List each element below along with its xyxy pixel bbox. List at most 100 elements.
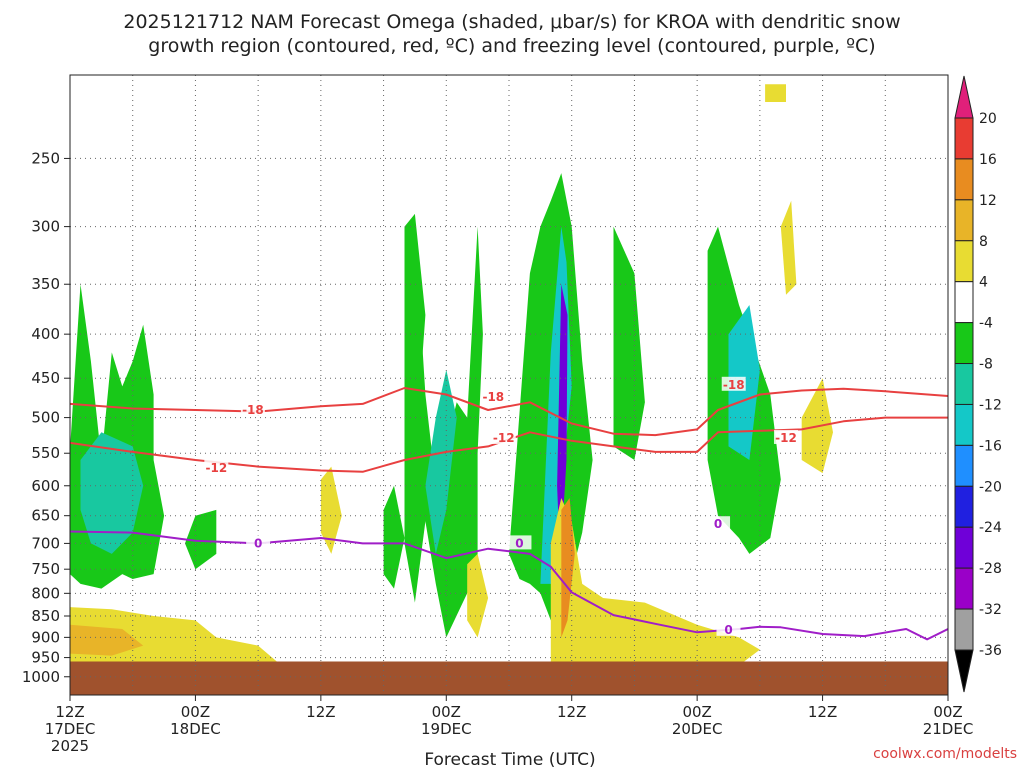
omega-region-storm-max bbox=[557, 284, 568, 565]
colorbar-box-1 bbox=[954, 158, 974, 201]
omega-region-night-upward bbox=[404, 226, 483, 638]
x-axis-title: Forecast Time (UTC) bbox=[424, 750, 595, 768]
y-tick-label-900: 900 bbox=[31, 628, 60, 646]
colorbar-box-2 bbox=[954, 199, 974, 242]
contour-line-1 bbox=[70, 416, 948, 473]
y-tick-label-450: 450 bbox=[31, 369, 60, 387]
contour-label-bg-6 bbox=[246, 535, 271, 550]
colorbar-top-arrow bbox=[954, 75, 974, 119]
colorbar-box-8 bbox=[954, 444, 974, 487]
x-tick-label-7-0: 00Z bbox=[933, 703, 962, 721]
x-tick-label-7-1: 21DEC bbox=[923, 720, 974, 738]
descent-region-low-west-core bbox=[70, 624, 144, 656]
x-tick-label-2-0: 12Z bbox=[306, 703, 335, 721]
x-tick-label-0-1: 17DEC bbox=[45, 720, 96, 738]
colorbar-label-16: 16 bbox=[979, 152, 997, 168]
descent-region-storm-down bbox=[550, 498, 760, 670]
contour-label-6: 0 bbox=[254, 536, 262, 550]
contour-line-0 bbox=[70, 387, 948, 437]
contour-label-5: -12 bbox=[775, 431, 797, 445]
y-tick-label-800: 800 bbox=[31, 584, 60, 602]
omega-region-night-core bbox=[425, 369, 457, 554]
chart-title-line1: 2025121712 NAM Forecast Omega (shaded, μ… bbox=[123, 11, 900, 33]
colorbar-box-0 bbox=[954, 117, 974, 160]
y-tick-label-300: 300 bbox=[31, 218, 60, 236]
y-tick-label-750: 750 bbox=[31, 560, 60, 578]
y-tick-label-850: 850 bbox=[31, 607, 60, 625]
x-tick-label-1-0: 00Z bbox=[181, 703, 210, 721]
y-tick-label-350: 350 bbox=[31, 275, 60, 293]
contour-label-bg-2 bbox=[721, 376, 746, 391]
colorbar-label--12: -12 bbox=[979, 397, 1002, 413]
contour-label-9: 0 bbox=[724, 623, 732, 637]
colorbar-label-12: 12 bbox=[979, 193, 997, 209]
x-tick-label-5-1: 20DEC bbox=[672, 720, 723, 738]
colorbar-box-11 bbox=[954, 567, 974, 610]
omega-region-day1-upward bbox=[383, 485, 405, 589]
colorbar-label-20: 20 bbox=[979, 111, 997, 127]
descent-region-mid-center bbox=[467, 553, 489, 638]
x-tick-label-5-0: 00Z bbox=[682, 703, 711, 721]
contour-label-bg-7 bbox=[507, 535, 532, 550]
colorbar-box-6 bbox=[954, 363, 974, 405]
y-tick-label-1000: 1000 bbox=[22, 668, 60, 686]
omega-region-west-low bbox=[185, 509, 217, 570]
colorbar-box-5 bbox=[954, 322, 974, 365]
y-axis-ticks: 250 300 350 400 450 500 550 600 650 700 750 800 850 9… bbox=[22, 149, 70, 686]
contour-label-4: -12 bbox=[493, 431, 515, 445]
x-tick-label-4-0: 12Z bbox=[557, 703, 586, 721]
x-tick-label-1-1: 18DEC bbox=[170, 720, 221, 738]
colorbar-label--8: -8 bbox=[979, 357, 993, 373]
colorbar-label--36: -36 bbox=[979, 643, 1002, 659]
contour-label-bg-5 bbox=[773, 429, 798, 444]
colorbar-label--16: -16 bbox=[979, 438, 1002, 454]
contour-label-bg-1 bbox=[481, 388, 506, 403]
plot-inner: -18 -18 -18 -12 -12 -12 0 0 0 0 bbox=[70, 75, 948, 695]
x-tick-label-0-2: 2025 bbox=[51, 737, 89, 755]
colorbar-box-3 bbox=[954, 240, 974, 283]
contour-label-7: 0 bbox=[515, 536, 523, 550]
colorbar-box-7 bbox=[954, 403, 974, 446]
contour-line-2 bbox=[70, 530, 948, 641]
contour-label-bg-3 bbox=[204, 459, 229, 474]
plot-frame bbox=[69, 74, 949, 696]
contour-label-3: -12 bbox=[205, 461, 227, 475]
y-tick-label-500: 500 bbox=[31, 409, 60, 427]
contour-label-bg-9 bbox=[716, 621, 741, 636]
chart-title-line2: growth region (contoured, red, ºC) and f… bbox=[148, 35, 875, 57]
contour-label-0: -18 bbox=[242, 403, 264, 417]
colorbar-label--4: -4 bbox=[979, 316, 993, 332]
colorbar-box-12 bbox=[954, 608, 974, 651]
colorbar-bottom-arrow bbox=[954, 649, 974, 693]
y-tick-label-650: 650 bbox=[31, 507, 60, 525]
colorbar-box-4 bbox=[954, 281, 974, 324]
x-tick-label-0-0: 12Z bbox=[55, 703, 84, 721]
descent-region-top-right bbox=[765, 84, 786, 102]
colorbar-label-4: 4 bbox=[979, 275, 988, 291]
x-tick-label-3-1: 19DEC bbox=[421, 720, 472, 738]
y-tick-label-250: 250 bbox=[31, 149, 60, 167]
colorbar-label--32: -32 bbox=[979, 602, 1002, 618]
colorbar: 20 16 12 8 4 -4 -8 -12 -16 -20 -24 -28 -32 -36 bbox=[954, 75, 1002, 693]
contour-label-2: -18 bbox=[723, 378, 745, 392]
y-tick-label-600: 600 bbox=[31, 477, 60, 495]
y-tick-label-700: 700 bbox=[31, 534, 60, 552]
plot-area: -18 -18 -18 -12 -12 -12 0 0 0 0 bbox=[69, 74, 949, 696]
y-tick-label-550: 550 bbox=[31, 444, 60, 462]
descent-region-upper-right-b bbox=[780, 200, 797, 295]
descent-region-mid-left bbox=[320, 466, 342, 554]
colorbar-box-9 bbox=[954, 485, 974, 528]
colorbar-label--28: -28 bbox=[979, 561, 1002, 577]
credit-text: coolwx.com/modelts bbox=[873, 746, 1017, 762]
colorbar-label-8: 8 bbox=[979, 234, 988, 250]
y-tick-label-950: 950 bbox=[31, 649, 60, 667]
colorbar-label--20: -20 bbox=[979, 479, 1002, 495]
omega-region-west-core bbox=[80, 432, 144, 554]
y-tick-label-400: 400 bbox=[31, 325, 60, 343]
terrain-fill bbox=[70, 661, 948, 695]
x-tick-label-6-0: 12Z bbox=[808, 703, 837, 721]
contour-label-bg-8 bbox=[706, 516, 731, 531]
x-tick-label-3-0: 00Z bbox=[432, 703, 461, 721]
